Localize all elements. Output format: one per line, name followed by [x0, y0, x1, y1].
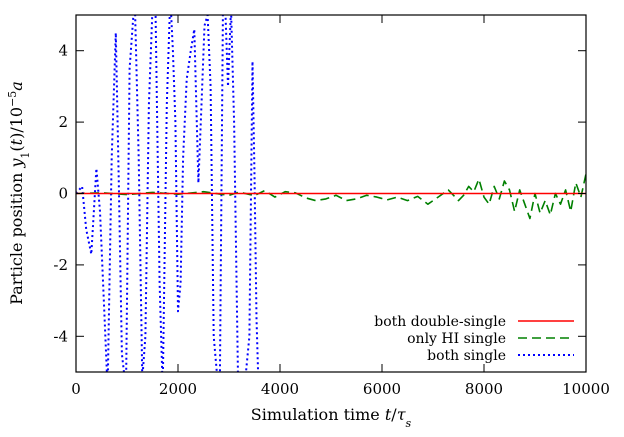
x-tick-label: 0 — [71, 380, 81, 398]
y-axis-label: Particle position y1(t)/10−5a — [6, 81, 32, 305]
legend-label: both double-single — [374, 314, 506, 330]
y-tick-label: -4 — [53, 327, 68, 345]
y-tick-label: -2 — [53, 256, 68, 274]
y-tick-label: 2 — [58, 113, 68, 131]
y-tick-label: 0 — [58, 185, 68, 203]
legend-label: both single — [427, 348, 506, 364]
y-axis: -4 -2 0 2 4 — [53, 42, 586, 345]
series-line-both-single — [76, 15, 260, 372]
legend-label: only HI single — [407, 331, 506, 347]
x-tick-label: 8000 — [465, 380, 503, 398]
x-tick-label: 10000 — [562, 380, 610, 398]
x-tick-label: 6000 — [363, 380, 401, 398]
series-line-only-hi-single — [76, 173, 586, 220]
x-axis-label: Simulation time t/τs — [251, 405, 412, 430]
x-axis: 0 2000 4000 6000 8000 10000 — [71, 15, 610, 398]
y-tick-label: 4 — [58, 42, 68, 60]
x-tick-label: 4000 — [261, 380, 299, 398]
x-tick-label: 2000 — [159, 380, 197, 398]
series-layer — [76, 15, 586, 372]
